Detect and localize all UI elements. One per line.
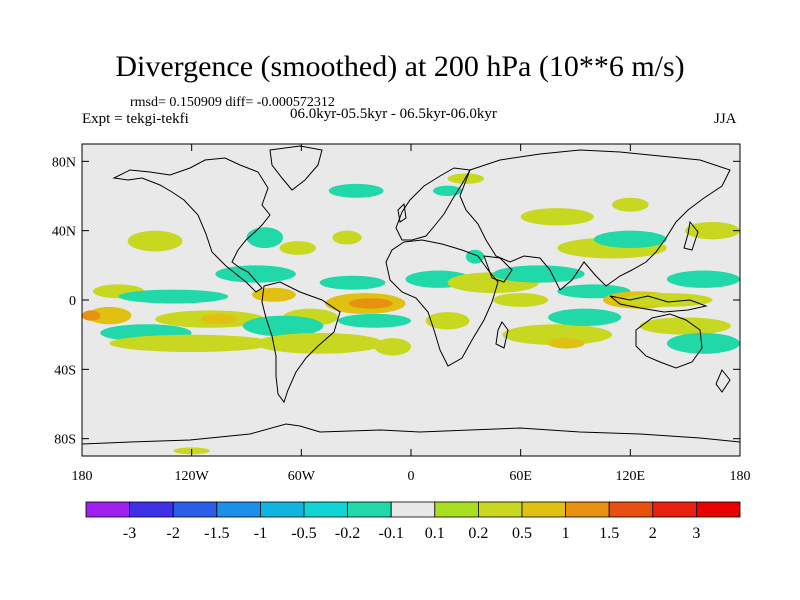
season-label: JJA — [714, 111, 737, 127]
colorbar-label: -0.2 — [335, 525, 360, 542]
colorbar-box — [652, 501, 697, 518]
anomaly-region-23 — [425, 312, 470, 330]
y-tick-label: 80S — [54, 433, 76, 448]
colorbar-label: -2 — [167, 525, 180, 542]
colorbar-box — [347, 501, 392, 518]
anomaly-region-31 — [548, 308, 622, 327]
colorbar-box — [172, 501, 218, 518]
anomaly-region-40 — [520, 208, 594, 226]
anomaly-region-41 — [612, 197, 649, 212]
colorbar-label: 0.2 — [468, 525, 488, 542]
anomaly-region-44 — [432, 185, 463, 196]
colorbar-box — [434, 501, 479, 518]
anomaly-region-37 — [666, 270, 740, 288]
map-axes: 180 120W 60W 0 60E 120E 180 80N 40N 0 40S 80S — [52, 143, 751, 484]
colorbar-label: 2 — [649, 525, 657, 542]
anomaly-region-10 — [279, 241, 316, 255]
colorbar-box — [696, 501, 741, 518]
anomaly-region-39 — [685, 222, 740, 240]
anomaly-region-43 — [447, 173, 485, 184]
anomaly-region-21 — [374, 338, 411, 356]
period-label: 06.0kyr-05.5kyr - 06.5kyr-06.0kyr — [290, 106, 497, 122]
colorbar-label: -3 — [123, 525, 136, 542]
anomaly-region-17 — [319, 275, 386, 290]
anomaly-region-27 — [493, 293, 549, 307]
anomaly-region-11 — [215, 265, 296, 283]
colorbar-label: 1.5 — [599, 525, 619, 542]
coastlines — [82, 145, 740, 445]
anomaly-region-33 — [593, 230, 667, 248]
y-tick-label: 80N — [52, 155, 76, 170]
anomaly-region-42 — [328, 183, 384, 198]
colorbar-label: 3 — [692, 525, 700, 542]
colorbar-label: -1.5 — [204, 525, 229, 542]
x-tick-label: 120E — [616, 469, 646, 484]
anomaly-region-36 — [639, 317, 731, 335]
anomaly-region-35 — [621, 293, 713, 307]
anomaly-region-29 — [548, 338, 585, 349]
stats-text: rmsd= 0.150909 diff= -0.000572312 — [130, 95, 335, 110]
colorbar-label: -0.1 — [379, 525, 404, 542]
anomaly-region-9 — [246, 227, 284, 249]
anomaly-region-4 — [118, 289, 229, 304]
anomaly-region-15 — [255, 332, 384, 354]
x-tick-label: 0 — [408, 469, 415, 484]
anomaly-region-2 — [87, 306, 132, 325]
y-tick-label: 0 — [69, 294, 76, 309]
colorbar-label: 0.1 — [425, 525, 445, 542]
colorbar-box — [608, 501, 654, 518]
colorbar-box — [259, 501, 305, 518]
anomaly-region-14 — [242, 315, 324, 337]
y-tick-label: 40N — [52, 225, 76, 240]
colorbar-box — [565, 501, 610, 518]
anomaly-region-8 — [109, 334, 274, 353]
colorbar-box — [521, 501, 566, 518]
colorbar-label: -1 — [254, 525, 267, 542]
colorbar-box — [390, 501, 436, 518]
colorbar-box — [477, 501, 523, 518]
experiment-label: Expt = tekgi-tekfi — [82, 111, 189, 127]
colorbar-box — [216, 501, 261, 518]
chart-title: Divergence (smoothed) at 200 hPa (10**6 … — [115, 50, 685, 83]
colorbar-box — [129, 501, 174, 518]
x-tick-label: 60W — [288, 469, 316, 484]
colorbar-label: 0.5 — [512, 525, 532, 542]
anomaly-region-16 — [332, 230, 362, 245]
x-tick-label: 180 — [730, 469, 751, 484]
colorbar-box — [85, 501, 130, 518]
x-tick-label: 60E — [509, 469, 532, 484]
x-tick-label: 180 — [72, 469, 93, 484]
anomaly-region-28 — [502, 324, 613, 346]
x-tick-label: 120W — [175, 469, 210, 484]
anomaly-region-20 — [337, 313, 412, 328]
anomaly-region-38 — [666, 332, 740, 354]
colorbar-label: 1 — [562, 525, 570, 542]
anomaly-region-26 — [493, 265, 585, 283]
anomaly-region-19 — [348, 298, 393, 309]
anomaly-region-3 — [82, 310, 101, 321]
y-tick-label: 40S — [54, 363, 76, 378]
colorbar-box — [303, 501, 348, 518]
colorbar: -3 -2 -1.5 -1 -0.5 -0.2 -0.1 0.1 0.2 0.5 1 1.5 2 3 — [85, 501, 741, 542]
colorbar-label: -0.5 — [291, 525, 316, 542]
anomaly-region-0 — [127, 230, 183, 252]
anomaly-region-7 — [200, 313, 238, 325]
